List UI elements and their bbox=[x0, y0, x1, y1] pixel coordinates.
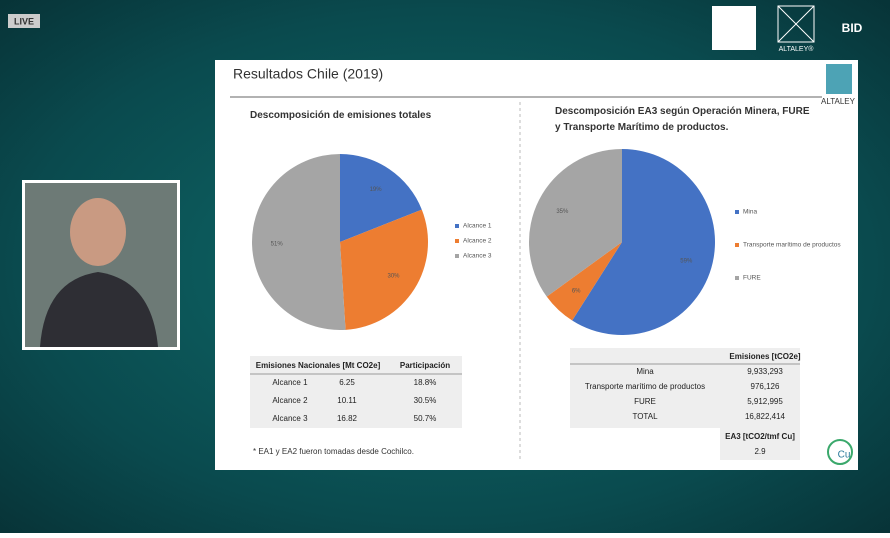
slide-logo: ALTALEY bbox=[821, 97, 856, 106]
chart-title-box: Descomposición de emisiones totales bbox=[250, 110, 432, 121]
pie-slice bbox=[546, 242, 622, 321]
table-cell: FURE bbox=[634, 397, 656, 406]
slide-logo-mark bbox=[826, 64, 852, 94]
table-cell: Mina bbox=[636, 367, 654, 376]
slice-label: 6% bbox=[572, 288, 581, 294]
table-cell: Alcance 3 bbox=[272, 414, 308, 423]
table-cell: 10.11 bbox=[337, 396, 357, 405]
legend-marker bbox=[455, 224, 459, 228]
table-header: EA3 [tCO2/tmf Cu] bbox=[725, 432, 795, 441]
table-cell: 16,822,414 bbox=[745, 412, 786, 421]
table-cell: Alcance 2 bbox=[272, 396, 308, 405]
table-cell: 50.7% bbox=[414, 414, 437, 423]
table-header: Emisiones [tCO2e] bbox=[729, 352, 800, 361]
slice-label: 51% bbox=[271, 242, 284, 248]
live-badge: LIVE bbox=[14, 16, 34, 26]
chart-title: Descomposición EA3 según Operación Miner… bbox=[555, 106, 810, 133]
table-cell: Transporte marítimo de productos bbox=[585, 382, 705, 391]
pie-slice bbox=[252, 154, 346, 330]
table-header: Participación bbox=[400, 361, 450, 370]
legend-label: Alcance 3 bbox=[463, 253, 492, 260]
legend-label: Mina bbox=[743, 209, 757, 216]
table-cell: 976,126 bbox=[751, 382, 780, 391]
pie-slice bbox=[340, 154, 422, 242]
table-cell: 5,912,995 bbox=[747, 397, 783, 406]
table-cell: 2.9 bbox=[754, 447, 766, 456]
slide-title: Resultados Chile (2019) bbox=[233, 66, 383, 82]
footnote: * EA1 y EA2 fueron tomadas desde Cochilc… bbox=[253, 447, 414, 456]
table-bg bbox=[250, 356, 462, 428]
legend-marker bbox=[455, 254, 459, 258]
pie-slice bbox=[340, 209, 428, 330]
table-cell: Alcance 1 bbox=[272, 378, 308, 387]
table-cell: 9,933,293 bbox=[747, 367, 783, 376]
gov-logo bbox=[712, 6, 756, 50]
table-cell: TOTAL bbox=[632, 412, 658, 421]
table-cell: 6.25 bbox=[339, 378, 355, 387]
table-cell: 30.5% bbox=[414, 396, 437, 405]
speaker-head bbox=[70, 198, 126, 266]
slice-label: 30% bbox=[387, 274, 400, 280]
bid-logo: BID bbox=[842, 21, 863, 35]
legend-label: Alcance 1 bbox=[463, 223, 492, 230]
slice-label: 59% bbox=[680, 258, 693, 264]
legend-marker bbox=[735, 243, 739, 247]
speaker-body bbox=[40, 272, 158, 347]
slice-label: 19% bbox=[370, 187, 383, 193]
legend-marker bbox=[735, 210, 739, 214]
table-header: Emisiones Nacionales [Mt CO2e] bbox=[256, 361, 381, 370]
live-badge-bg bbox=[8, 14, 40, 28]
table-cell: 16.82 bbox=[337, 414, 358, 423]
table-bg bbox=[720, 428, 800, 460]
cu-badge: Cu bbox=[838, 450, 851, 461]
slice-label: 35% bbox=[556, 209, 569, 215]
table-bg bbox=[570, 348, 800, 428]
table-cell: 18.8% bbox=[414, 378, 437, 387]
altaley-logo bbox=[777, 5, 815, 43]
legend-marker bbox=[455, 239, 459, 243]
cu-badge-ring bbox=[827, 439, 853, 465]
legend-label: Transporte marítimo de productos bbox=[743, 242, 841, 249]
legend-label: FURE bbox=[743, 275, 761, 282]
pie-slice bbox=[572, 149, 716, 335]
legend-marker bbox=[735, 276, 739, 280]
legend-label: Alcance 2 bbox=[463, 238, 492, 245]
chart-title-box: Descomposición EA3 según Operación Miner… bbox=[555, 106, 810, 133]
chart-title: Descomposición de emisiones totales bbox=[250, 110, 432, 121]
pie-slice bbox=[529, 149, 622, 297]
altaley-text: ALTALEY® bbox=[779, 45, 815, 53]
